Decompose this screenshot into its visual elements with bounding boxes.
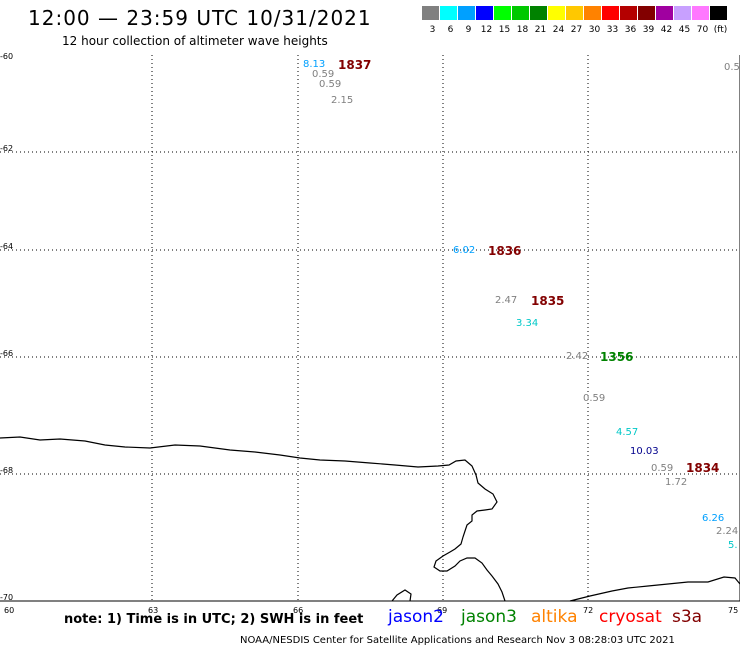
longitude-label: 63 [148, 606, 159, 615]
longitude-label: 66 [293, 606, 304, 615]
satellite-altika: altika [531, 607, 578, 627]
map-frame [0, 55, 740, 602]
satellite-jason3: jason3 [461, 607, 517, 627]
wave-height-value: 0.59 [583, 393, 606, 404]
map-subtitle: 12 hour collection of altimeter wave hei… [62, 34, 328, 48]
note-text: note: 1) Time is in UTC; 2) SWH is in fe… [64, 612, 364, 627]
legend-label: 39 [642, 25, 655, 35]
wave-height-value: 1.72 [665, 477, 688, 488]
latitude-label: -66 [0, 349, 14, 358]
legend-swatch [548, 6, 565, 20]
legend-swatch [512, 6, 529, 20]
legend-swatch [440, 6, 457, 20]
wave-height-value: 2.15 [331, 95, 354, 106]
wave-height-value: 10.03 [630, 446, 659, 457]
longitude-label: 75 [728, 606, 739, 615]
latitude-label: -64 [0, 242, 14, 251]
wave-height-value: 3.34 [516, 318, 539, 329]
legend-label: 15 [498, 25, 511, 35]
legend-label: 21 [534, 25, 547, 35]
legend-swatch [566, 6, 583, 20]
legend-label: 33 [606, 25, 619, 35]
legend-label: 24 [552, 25, 565, 35]
legend-label: 30 [588, 25, 601, 35]
legend-label: (ft) [713, 25, 728, 35]
wave-height-value: 5. [728, 540, 738, 551]
legend-label: 36 [624, 25, 637, 35]
legend-swatch [620, 6, 637, 20]
longitude-label: 69 [437, 606, 448, 615]
satellite-jason2: jason2 [388, 607, 444, 627]
legend-swatch [584, 6, 601, 20]
latitude-label: -60 [0, 52, 14, 61]
legend-label: 27 [570, 25, 583, 35]
wave-height-value: 2.47 [495, 295, 518, 306]
wave-height-value: 0.59 [319, 79, 342, 90]
legend-swatch [692, 6, 709, 20]
legend-label: 18 [516, 25, 529, 35]
latitude-label: -68 [0, 466, 14, 475]
wave-height-value: 0.59 [651, 463, 674, 474]
legend-swatch [602, 6, 619, 20]
wave-height-value: 4.57 [616, 427, 639, 438]
legend-label: 6 [447, 25, 454, 35]
legend-swatch [458, 6, 475, 20]
legend-swatch [638, 6, 655, 20]
credit-text: NOAA/NESDIS Center for Satellite Applica… [240, 635, 675, 646]
pass-time-label: 1837 [338, 58, 372, 72]
wave-height-value: 0.5 [724, 62, 740, 73]
pass-time-label: 1836 [488, 244, 522, 258]
legend-swatch [674, 6, 691, 20]
legend-swatch [476, 6, 493, 20]
antarctic-coastline [0, 436, 506, 602]
longitude-label: 60 [4, 606, 15, 615]
longitude-label: 72 [583, 606, 594, 615]
legend-swatch [494, 6, 511, 20]
latitude-label: -70 [0, 593, 14, 602]
wave-height-value: 0.59 [312, 69, 335, 80]
graticule [0, 55, 740, 601]
pass-time-label: 1835 [531, 294, 565, 308]
legend-swatch [530, 6, 547, 20]
legend-swatch [656, 6, 673, 20]
legend-label: 70 [696, 25, 709, 35]
legend-label: 42 [660, 25, 673, 35]
pass-time-label: 1356 [600, 350, 634, 364]
legend-label: 45 [678, 25, 691, 35]
legend-swatch [710, 6, 727, 20]
map-title: 12:00 — 23:59 UTC 10/31/2021 [28, 6, 372, 30]
wave-height-value: 6.26 [702, 513, 725, 524]
legend-swatch [422, 6, 439, 20]
latitude-label: -62 [0, 144, 14, 153]
coastline-east [569, 576, 740, 602]
legend-label: 12 [480, 25, 493, 35]
wave-height-value: 8.13 [303, 59, 326, 70]
legend-label: 9 [465, 25, 472, 35]
wave-height-value: 2.42 [566, 351, 589, 362]
satellite-s3a: s3a [672, 607, 703, 627]
satellite-cryosat: cryosat [599, 607, 662, 627]
pass-time-label: 1834 [686, 461, 720, 475]
wave-height-value: 2.24 [716, 526, 739, 537]
coastline-islet [391, 589, 412, 602]
legend-label: 3 [429, 25, 436, 35]
coastline [0, 436, 740, 602]
wave-height-value: 6.02 [453, 245, 476, 256]
